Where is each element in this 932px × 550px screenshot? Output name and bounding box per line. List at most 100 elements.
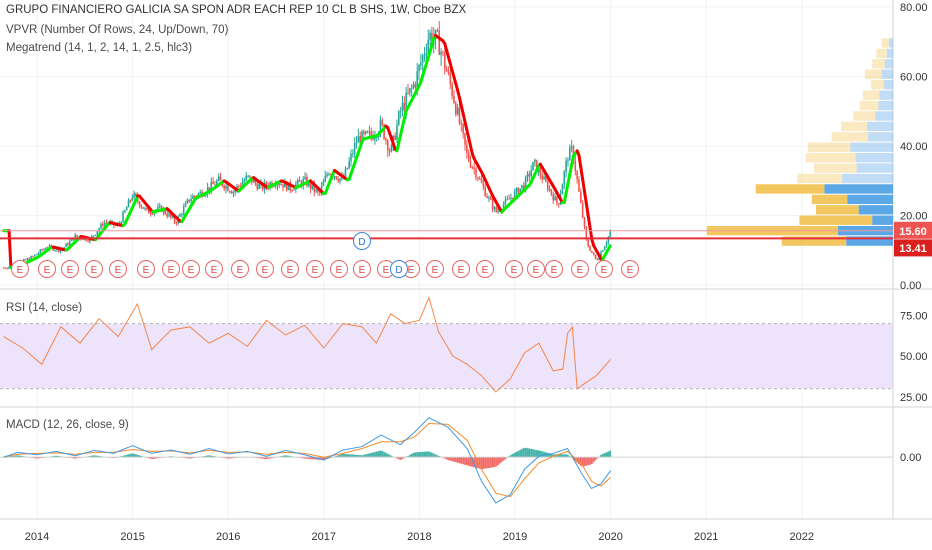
macd-histogram-bar xyxy=(416,452,419,458)
macd-histogram-bar xyxy=(283,455,286,458)
macd-legend[interactable]: MACD (12, 26, close, 9) xyxy=(6,419,129,431)
candle-body xyxy=(502,204,505,210)
candle-body xyxy=(282,184,284,188)
candle-body xyxy=(399,110,402,112)
candle-body xyxy=(469,160,472,167)
macd-line xyxy=(3,417,612,504)
macd-histogram-bar xyxy=(19,455,21,458)
candle-body xyxy=(100,223,102,229)
macd-histogram-bar xyxy=(96,455,99,458)
candle-body xyxy=(418,65,420,72)
candle-body xyxy=(157,206,159,210)
volume-profile-down-bar xyxy=(755,184,825,194)
macd-histogram-bar xyxy=(539,450,542,458)
candle-body xyxy=(515,188,518,192)
candle-body xyxy=(370,131,373,137)
candle-body xyxy=(475,168,477,178)
candle-body xyxy=(388,150,391,152)
macd-histogram-bar xyxy=(497,457,499,466)
macd-histogram-bar xyxy=(419,451,422,458)
candle-body xyxy=(199,191,202,194)
volume-profile-down-bar xyxy=(805,152,856,163)
candle-body xyxy=(521,184,523,189)
macd-histogram-bar xyxy=(285,455,288,458)
candle-body xyxy=(398,111,400,125)
candle-body xyxy=(238,185,240,187)
macd-histogram-bar xyxy=(399,457,402,460)
candle-body xyxy=(217,176,220,181)
earnings-marker xyxy=(545,260,563,278)
candle-body xyxy=(65,243,67,248)
macd-histogram-bar xyxy=(579,457,582,466)
candle-body xyxy=(596,258,599,261)
volume-profile-down-bar xyxy=(807,142,851,152)
candle-body xyxy=(8,266,10,269)
candle-body xyxy=(57,248,60,252)
macd-histogram-bar xyxy=(605,452,608,458)
candle-body xyxy=(605,242,608,247)
price-axis-tick-label: 80.00 xyxy=(900,2,928,14)
candle-body xyxy=(603,246,606,251)
macd-histogram-bar xyxy=(445,457,448,460)
volume-profile-down-bar xyxy=(799,215,873,225)
candle-body xyxy=(214,184,216,186)
macd-histogram-bar xyxy=(449,457,452,461)
earnings-marker xyxy=(330,260,348,278)
candle-body xyxy=(455,102,457,115)
candle-body xyxy=(287,182,290,191)
megatrend-legend[interactable]: Megatrend (14, 1, 2, 14, 1, 2.5, hlc3) xyxy=(6,42,193,54)
candle-body xyxy=(67,243,69,245)
candle-body xyxy=(193,195,196,197)
macd-signal-line xyxy=(3,422,611,498)
macd-histogram-bar xyxy=(72,457,75,459)
macd-histogram-bar xyxy=(208,455,211,458)
candle-body xyxy=(491,199,494,209)
candle-body xyxy=(385,138,387,141)
candle-body xyxy=(431,32,433,45)
candle-body xyxy=(284,181,286,188)
candle-body xyxy=(587,239,589,247)
candle-body xyxy=(541,175,544,180)
macd-histogram-bar xyxy=(13,455,16,458)
earnings-marker xyxy=(256,260,274,278)
macd-histogram-bar xyxy=(432,453,435,458)
candle-body xyxy=(350,153,352,162)
candle-body xyxy=(6,268,9,270)
rsi-axis-tick-label: 50.00 xyxy=(900,351,928,363)
macd-histogram-bar xyxy=(601,453,604,458)
candle-body xyxy=(32,256,34,258)
candle-body xyxy=(381,120,384,125)
macd-histogram-bar xyxy=(471,457,474,467)
candle-body xyxy=(524,177,527,190)
macd-histogram-bar xyxy=(574,457,577,462)
rsi-legend[interactable]: RSI (14, close) xyxy=(6,302,83,314)
candle-body xyxy=(147,209,150,214)
candle-body xyxy=(30,256,32,261)
candle-body xyxy=(511,197,514,200)
candle-body xyxy=(223,185,225,189)
earnings-marker xyxy=(38,260,56,278)
candle-body xyxy=(568,147,571,161)
earnings-marker xyxy=(85,260,103,278)
candle-body xyxy=(146,208,148,210)
candle-body xyxy=(609,231,612,237)
macd-histogram-bar xyxy=(52,456,55,458)
candle-body xyxy=(159,205,161,207)
candle-body xyxy=(607,236,610,243)
macd-histogram-bar xyxy=(508,456,511,458)
macd-histogram-bar xyxy=(324,457,327,460)
candle-body xyxy=(466,144,468,153)
vpvr-legend[interactable]: VPVR (Number Of Rows, 24, Up/Down, 70) xyxy=(6,24,229,36)
symbol-title: GRUPO FINANCIERO GALICIA SA SPON ADR EAC… xyxy=(6,4,467,16)
candle-body xyxy=(508,198,510,200)
macd-histogram-bar xyxy=(15,455,18,458)
candle-body xyxy=(526,173,529,178)
megatrend-segment xyxy=(579,165,585,181)
macd-histogram-bar xyxy=(385,452,387,458)
macd-histogram-bar xyxy=(526,448,529,458)
macd-histogram-bar xyxy=(377,451,380,458)
macd-histogram-bar xyxy=(510,454,512,458)
earnings-marker xyxy=(476,260,494,278)
